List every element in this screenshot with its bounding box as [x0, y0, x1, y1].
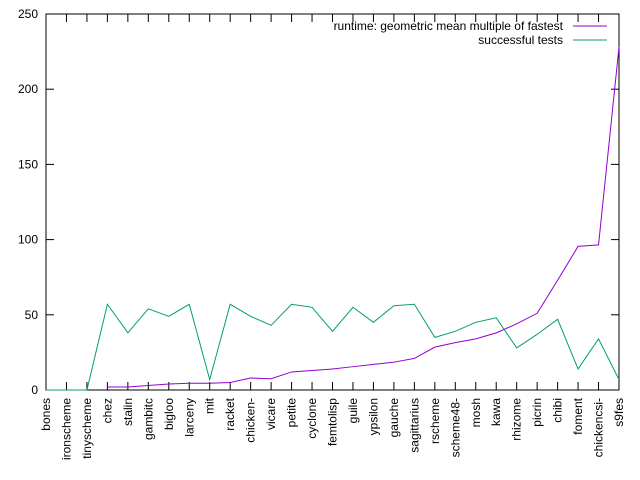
x-tick-label: petite [285, 398, 299, 428]
x-tick-label: sagittarius [407, 398, 421, 453]
x-tick-label: picrin [530, 398, 544, 427]
x-tick-label: tinyscheme [80, 398, 94, 459]
x-tick-label: rscheme [428, 398, 442, 444]
y-tick-label: 150 [18, 157, 38, 171]
series-line-0 [107, 47, 620, 388]
x-tick-label: bigloo [162, 398, 176, 430]
y-axis-ticks: 0 50 100 150 200 250 [18, 7, 619, 397]
x-tick-label: femtolisp [326, 398, 340, 446]
y-tick-label: 50 [25, 308, 39, 322]
x-axis-ticks: bones ironscheme tinyscheme chez stalin gambi… [39, 14, 626, 460]
y-tick-label: 100 [18, 233, 38, 247]
x-tick-label: vicare [264, 398, 278, 430]
x-tick-label: scheme48- [448, 398, 462, 457]
x-tick-label: kawa [489, 398, 503, 426]
x-tick-label: mosh [469, 398, 483, 427]
x-tick-label: cyclone [305, 398, 319, 439]
series-line-1 [46, 303, 620, 391]
x-tick-label: rhizome [510, 398, 524, 441]
y-tick-label: 200 [18, 82, 38, 96]
x-tick-label: ironscheme [59, 398, 73, 460]
series-group [46, 47, 620, 391]
x-tick-label: gambitc [141, 398, 155, 440]
legend-label: successful tests [478, 33, 563, 47]
x-tick-label: foment [571, 397, 585, 434]
x-tick-label: guile [346, 398, 360, 424]
x-tick-label: chibi [551, 398, 565, 423]
x-tick-label: gauche [387, 398, 401, 438]
x-tick-label: chicken- [244, 398, 258, 443]
y-tick-label: 250 [18, 7, 38, 21]
y-tick-label: 0 [31, 383, 38, 397]
x-tick-label: chickencsi- [592, 398, 606, 457]
x-tick-label: mit [203, 397, 217, 414]
x-tick-label: larceny [182, 398, 196, 437]
x-tick-label: racket [223, 397, 237, 430]
plot-frame [45, 13, 620, 391]
legend: runtime: geometric mean multiple of fast… [334, 19, 607, 47]
x-tick-label: ypsilon [366, 398, 380, 435]
axes [45, 13, 620, 391]
x-tick-label: stalin [121, 398, 135, 426]
x-tick-label: chez [100, 398, 114, 423]
legend-label: runtime: geometric mean multiple of fast… [334, 19, 564, 33]
x-tick-label: s9fes [612, 398, 626, 427]
x-tick-label: bones [39, 398, 53, 431]
